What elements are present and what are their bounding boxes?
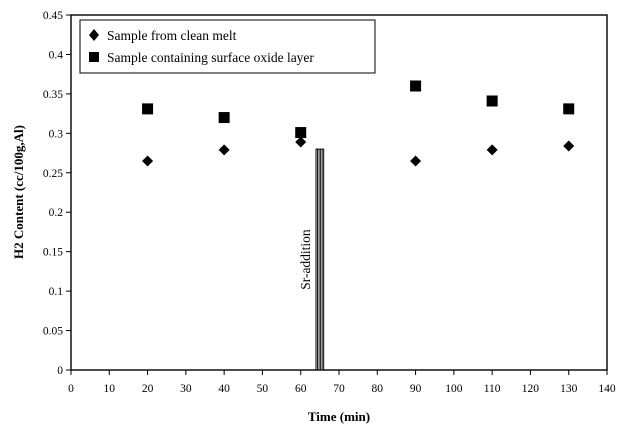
y-tick-label: 0.45 [43,10,63,22]
x-tick-label: 110 [484,383,501,395]
x-tick-label: 40 [218,383,230,395]
sr-addition-annotation: Sr-addition [298,148,325,371]
x-tick-label: 140 [598,383,616,395]
y-tick-label: 0.15 [43,247,63,259]
x-tick-label: 0 [68,383,74,395]
oxide-layer-point [142,103,154,115]
clean-melt-point [218,144,230,156]
y-tick-label: 0 [57,365,63,377]
clean-melt-point [295,136,307,148]
x-axis-ticks: 0 10 20 30 40 50 60 70 80 90 100 110 120 130 140 [68,370,616,395]
sr-addition-band [315,148,325,371]
y-tick-label: 0.4 [49,49,64,61]
legend-label-clean-melt: Sample from clean melt [107,28,237,43]
x-tick-label: 80 [372,383,384,395]
y-tick-label: 0.2 [49,207,64,219]
x-tick-label: 100 [445,383,463,395]
sr-addition-lines [317,149,323,370]
legend-diamond-icon [89,29,99,41]
clean-melt-point [142,155,154,167]
plot-area [70,14,608,371]
y-tick-label: 0.3 [49,128,64,140]
x-axis-title: Time (min) [308,409,370,424]
clean-melt-point [410,155,422,167]
legend: Sample from clean melt Sample containing… [79,19,376,74]
x-tick-label: 70 [333,383,345,395]
data-marks [142,80,575,167]
y-tick-label: 0.05 [43,326,63,338]
y-tick-label: 0.25 [43,168,63,180]
y-axis-ticks: 0 0.05 0.1 0.15 0.2 0.25 0.3 0.35 0.4 0.45 [43,10,71,377]
clean-melt-point [486,144,498,156]
legend-label-oxide-layer: Sample containing surface oxide layer [107,50,314,65]
x-tick-label: 120 [522,383,540,395]
sr-addition-label: Sr-addition [298,229,313,290]
oxide-layer-point [486,95,498,107]
legend-square-icon [89,52,99,62]
x-tick-label: 90 [410,383,422,395]
x-tick-label: 50 [257,383,269,395]
x-tick-label: 30 [180,383,192,395]
y-tick-label: 0.35 [43,89,63,101]
x-tick-label: 60 [295,383,307,395]
y-axis-title: H2 Content (cc/100g,Al) [11,125,26,259]
x-tick-label: 130 [560,383,578,395]
oxide-layer-point [563,103,575,115]
oxide-layer-point [410,80,422,92]
x-tick-label: 10 [104,383,116,395]
oxide-layer-point [218,112,230,124]
legend-box [79,19,376,74]
oxide-layer-point [295,127,307,139]
x-tick-label: 20 [142,383,154,395]
y-tick-label: 0.1 [49,286,64,298]
clean-melt-point [563,140,575,152]
